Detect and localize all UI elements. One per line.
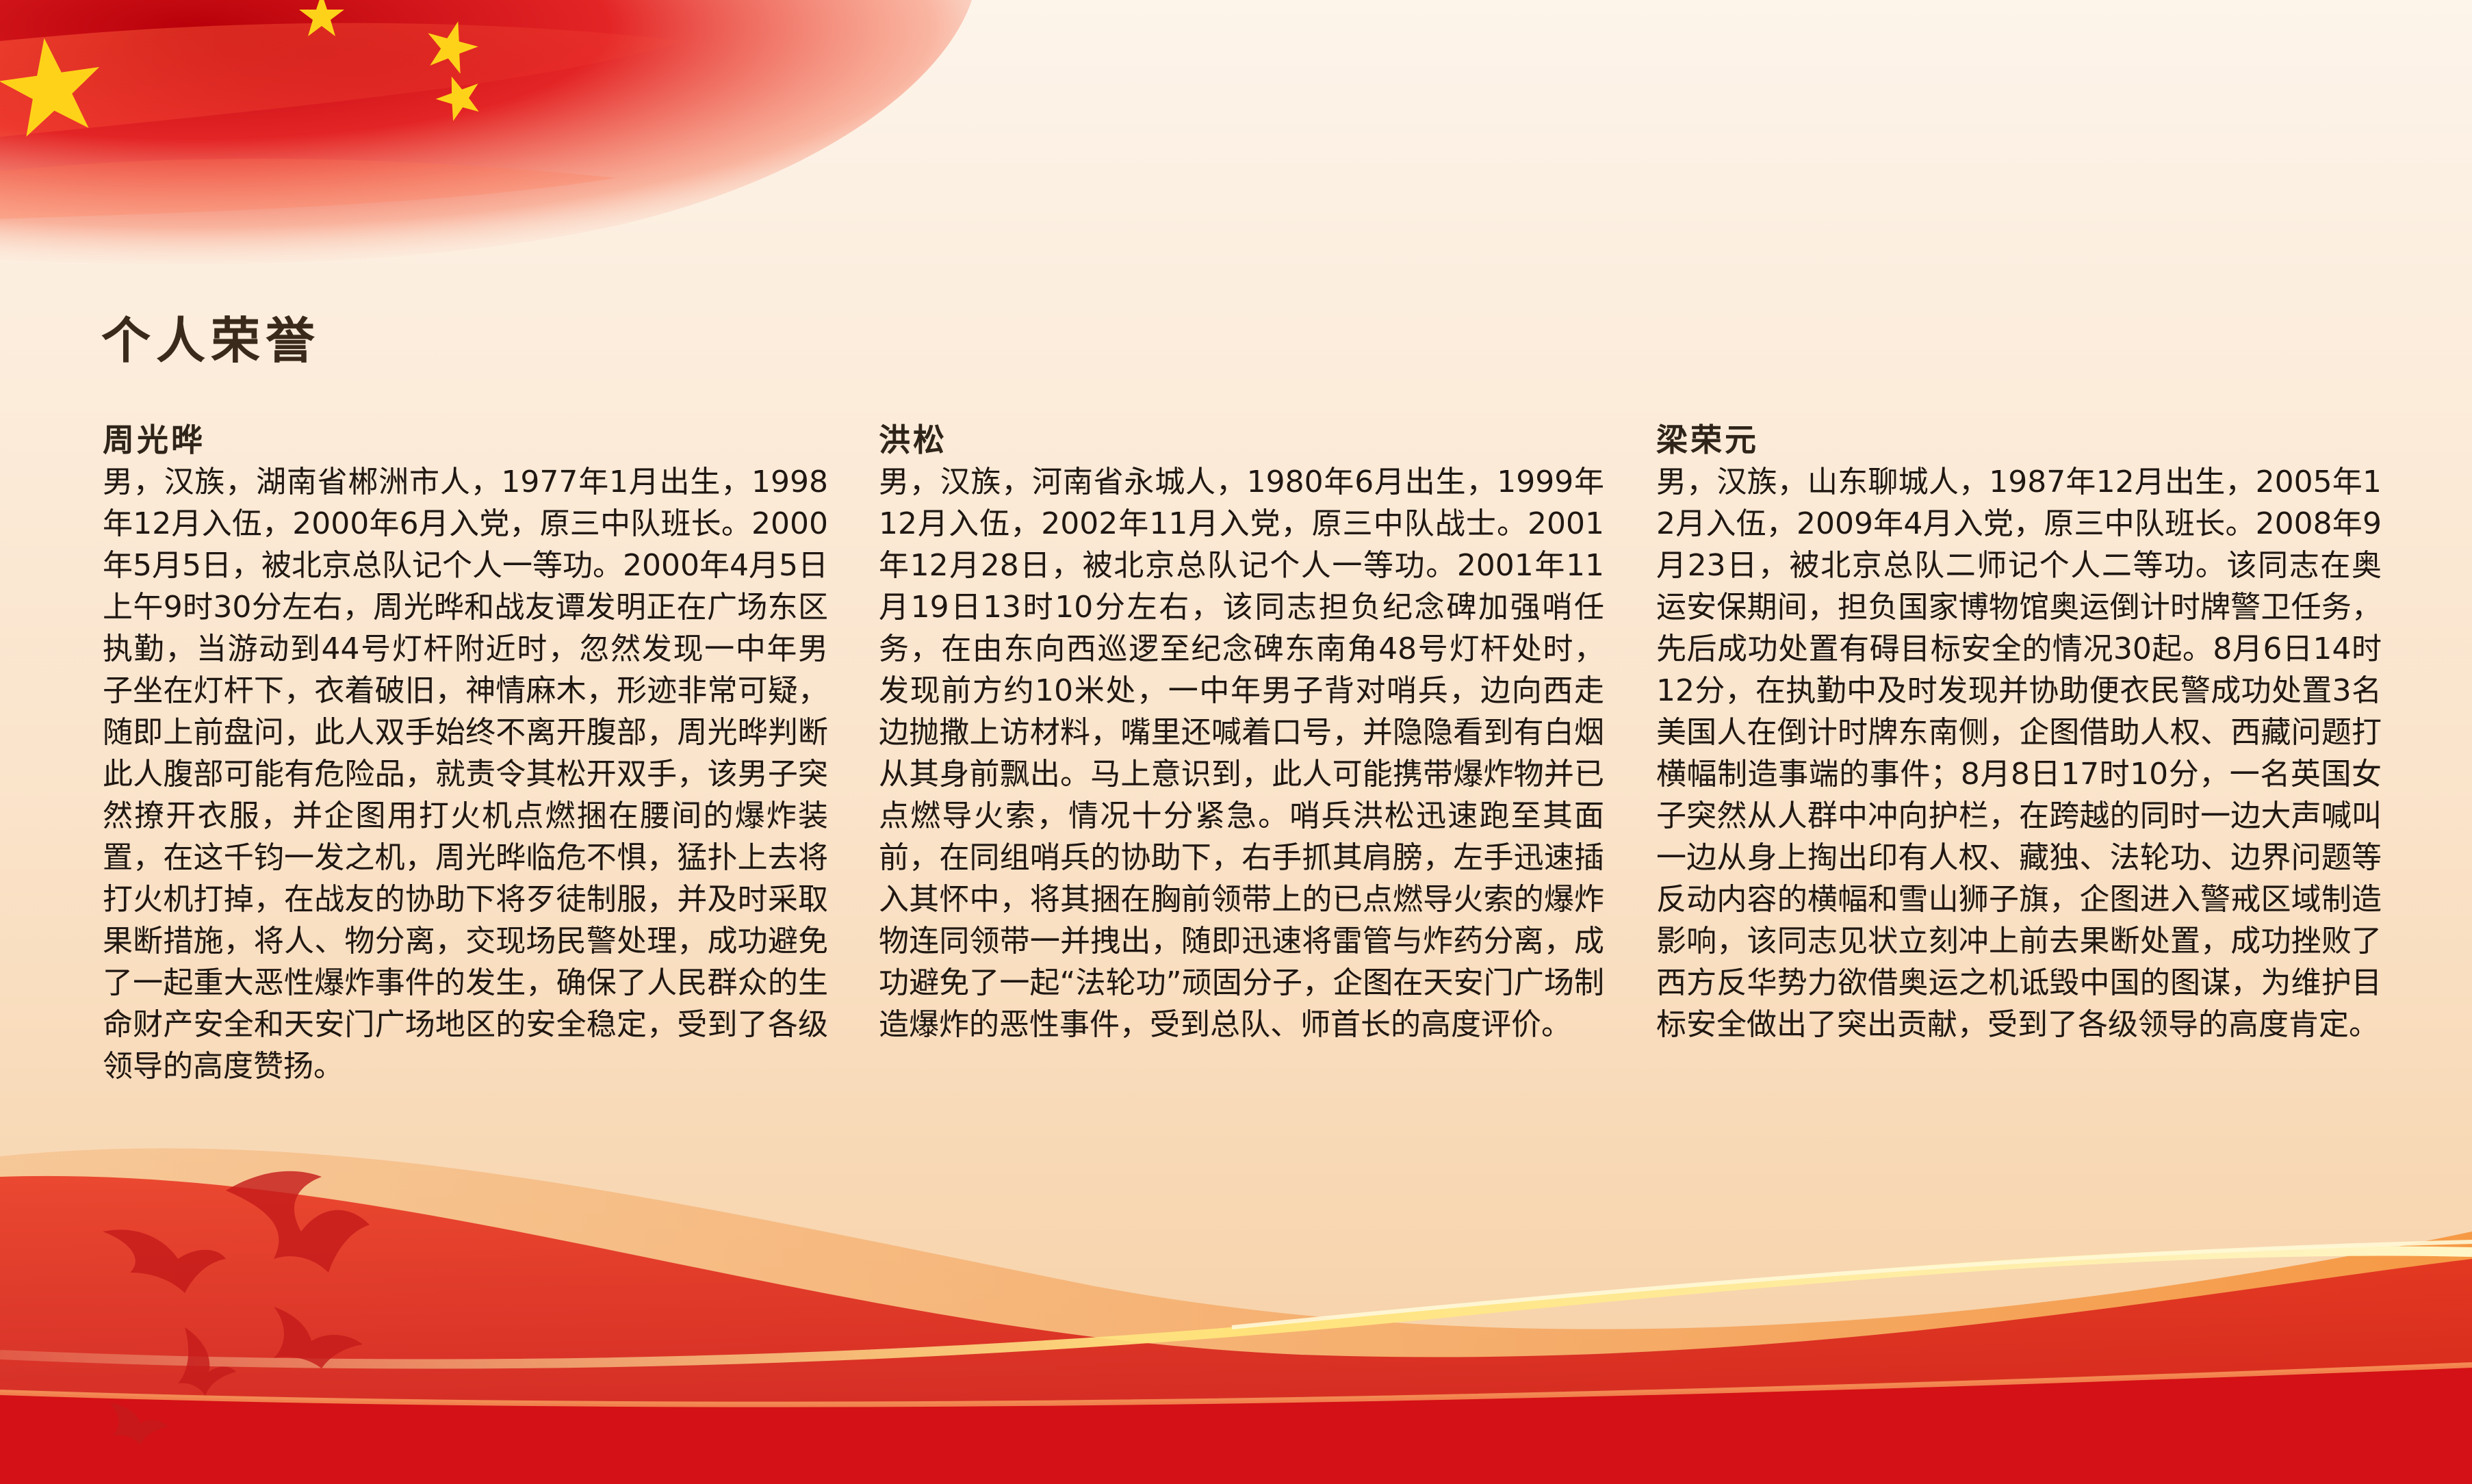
person-bio: 男，汉族，湖南省郴洲市人，1977年1月出生，1998年12月入伍，2000年6…	[103, 465, 828, 1084]
person-name: 周光晔	[103, 421, 205, 458]
flag-star-icon	[0, 0, 479, 137]
flag-decoration	[0, 0, 972, 264]
page-title: 个人荣誉	[101, 311, 321, 369]
person-card-3: 梁荣元 男，汉族，山东聊城人，1987年12月出生，2005年12月入伍，200…	[1656, 419, 2382, 1045]
person-bio: 男，汉族，河南省永城人，1980年6月出生，1999年12月入伍，2002年11…	[879, 465, 1604, 1042]
person-name: 梁荣元	[1656, 421, 1759, 458]
person-card-1: 周光晔 男，汉族，湖南省郴洲市人，1977年1月出生，1998年12月入伍，20…	[103, 419, 828, 1087]
dove-icon	[103, 1171, 370, 1445]
person-name: 洪松	[879, 421, 947, 458]
person-bio: 男，汉族，山东聊城人，1987年12月出生，2005年12月入伍，2009年4月…	[1656, 465, 2382, 1042]
person-card-2: 洪松 男，汉族，河南省永城人，1980年6月出生，1999年12月入伍，2002…	[879, 419, 1604, 1045]
wave-decoration	[0, 1148, 2472, 1484]
